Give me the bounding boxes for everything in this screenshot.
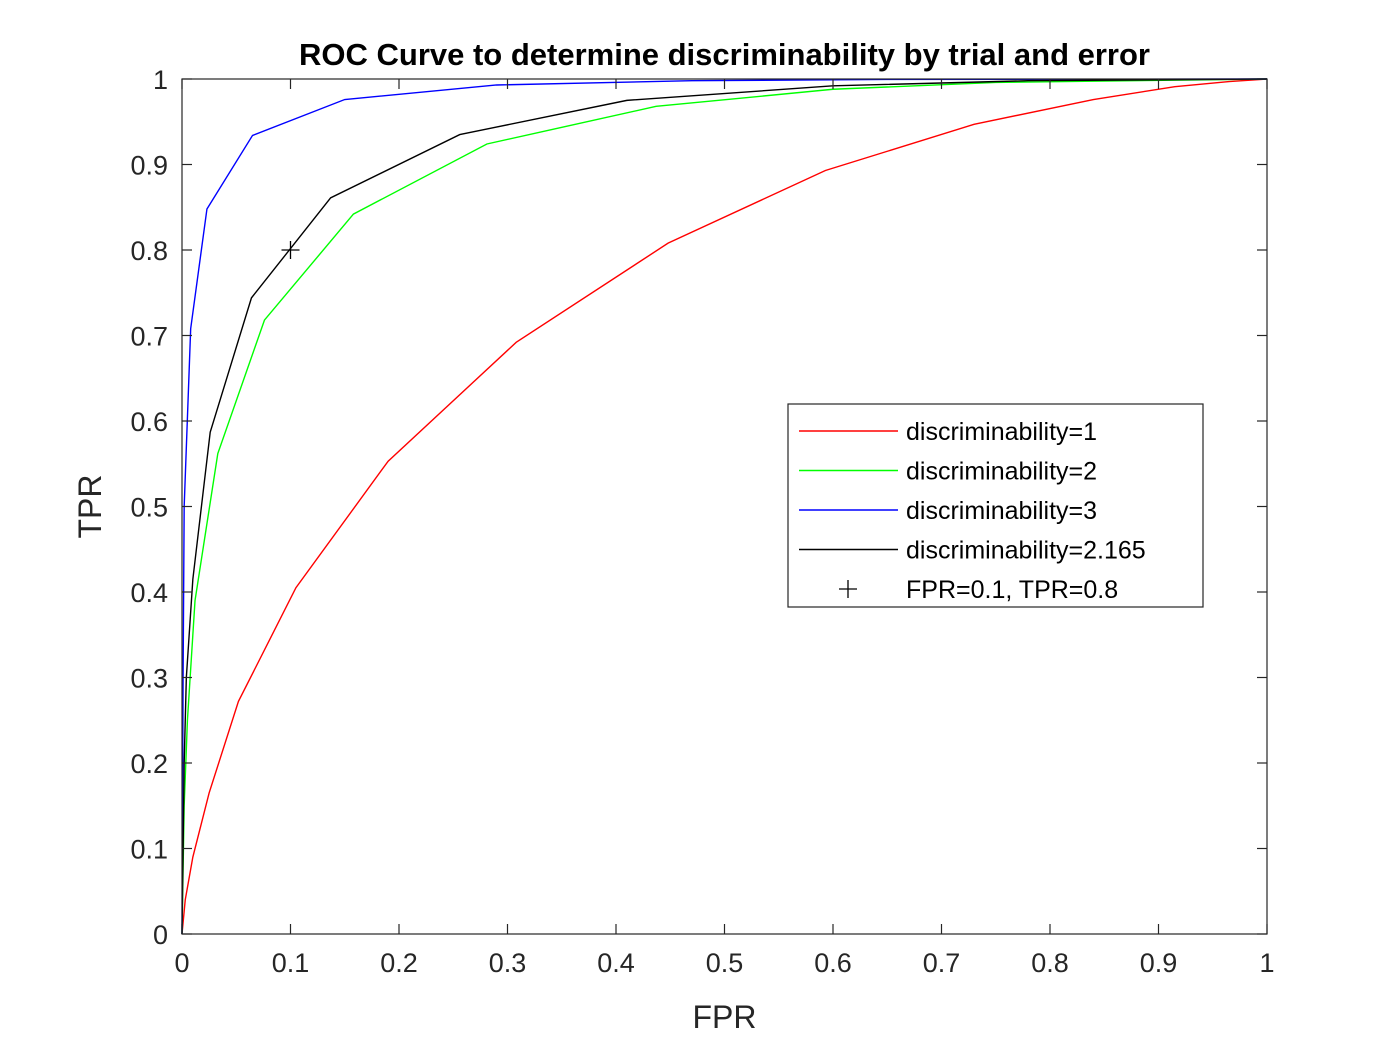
y-tick-label: 0.8 (130, 236, 168, 266)
x-ticks: 0 0.1 0.2 0.3 0.4 0.5 0.6 0.7 0.8 0.9 1 (174, 79, 1275, 978)
legend-marker-swatch (839, 580, 857, 598)
y-tick-label: 0.1 (130, 835, 168, 865)
y-tick-label: 0.2 (130, 749, 168, 779)
y-ticks: 0 0.1 0.2 0.3 0.4 0.5 0.6 0.7 0.8 0.9 1 (130, 65, 1267, 950)
y-tick-label: 0 (153, 920, 168, 950)
x-tick-label: 0.7 (923, 948, 961, 978)
x-tick-label: 0.8 (1031, 948, 1069, 978)
point-marker (281, 241, 300, 259)
marker-group (281, 241, 300, 259)
series-line-2 (181, 78, 1268, 935)
y-tick-label: 0.7 (130, 322, 168, 352)
y-tick-label: 0.5 (130, 493, 168, 523)
y-tick-label: 0.3 (130, 664, 168, 694)
chart-title: ROC Curve to determine discriminability … (299, 37, 1150, 72)
x-tick-label: 0.5 (706, 948, 744, 978)
series-line-1 (181, 78, 1268, 935)
y-tick-label: 1 (153, 65, 168, 95)
x-tick-label: 0.9 (1140, 948, 1178, 978)
legend-label-1: discriminability=1 (906, 418, 1097, 446)
legend-box (787, 403, 1204, 608)
x-tick-label: 0 (174, 948, 189, 978)
y-tick-label: 0.4 (130, 578, 168, 608)
legend-label-5: FPR=0.1, TPR=0.8 (906, 576, 1118, 604)
legend-label-2: discriminability=2 (906, 458, 1097, 486)
x-tick-label: 0.3 (489, 948, 527, 978)
legend: discriminability=1 discriminability=2 disc… (787, 403, 1204, 608)
x-tick-label: 0.4 (597, 948, 635, 978)
y-axis-label: TPR (72, 475, 108, 539)
series-line-3 (181, 78, 1268, 935)
x-axis-label: FPR (693, 999, 757, 1035)
x-tick-label: 1 (1259, 948, 1274, 978)
legend-label-3: discriminability=3 (906, 497, 1097, 525)
x-tick-label: 0.2 (380, 948, 418, 978)
x-tick-label: 0.6 (814, 948, 852, 978)
y-tick-label: 0.9 (130, 151, 168, 181)
x-tick-label: 0.1 (272, 948, 310, 978)
y-tick-label: 0.6 (130, 407, 168, 437)
legend-label-4: discriminability=2.165 (906, 537, 1146, 565)
